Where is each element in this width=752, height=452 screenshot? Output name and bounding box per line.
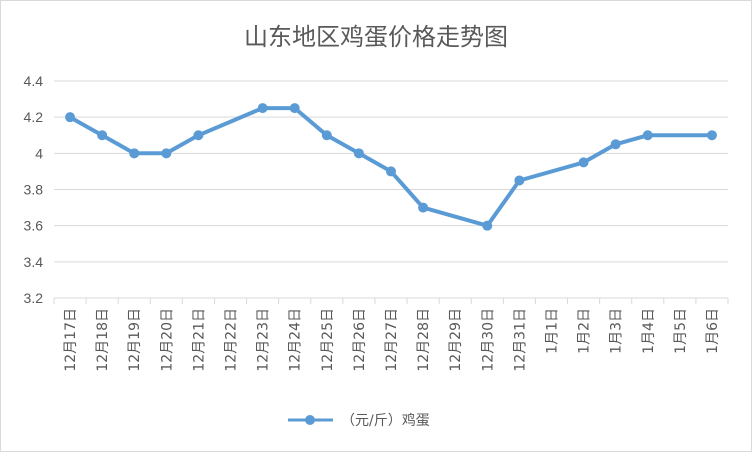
data-point xyxy=(514,175,525,186)
x-tick-label: 12月28日 xyxy=(416,308,432,372)
x-tick-label: 12月20日 xyxy=(159,308,175,372)
gridlines xyxy=(54,80,728,299)
data-point xyxy=(642,130,653,141)
chart-title: 山东地区鸡蛋价格走势图 xyxy=(244,23,508,51)
x-tick-label: 12月26日 xyxy=(352,308,368,372)
data-point xyxy=(353,148,364,159)
data-point xyxy=(418,202,429,213)
data-point xyxy=(321,130,332,141)
x-tick-label: 12月19日 xyxy=(127,308,143,372)
data-point xyxy=(257,103,268,114)
data-point xyxy=(97,130,108,141)
x-tick-label: 1月3日 xyxy=(609,308,625,354)
data-point xyxy=(482,220,493,231)
legend-series-name: （元/斤）鸡蛋 xyxy=(341,412,430,429)
y-axis: 3.2 3.4 3.6 3.8 4 4.2 4.4 xyxy=(24,73,44,306)
x-tick-label: 12月27日 xyxy=(384,308,400,372)
x-tick-label: 1月6日 xyxy=(705,308,721,354)
x-axis: 12月17日 12月18日 12月19日 12月20日 12月21日 12月22日 12月2… xyxy=(53,298,729,372)
y-tick-label: 3.8 xyxy=(24,182,44,198)
x-tick-label: 12月21日 xyxy=(191,308,207,372)
y-tick-label: 3.2 xyxy=(24,290,44,306)
x-tick-label: 12月24日 xyxy=(288,308,304,372)
x-tick-label: 12月17日 xyxy=(63,308,79,372)
x-tick-label: 12月23日 xyxy=(256,308,272,372)
legend: （元/斤）鸡蛋 xyxy=(288,412,430,429)
y-tick-label: 4 xyxy=(35,145,43,161)
data-point xyxy=(706,130,717,141)
data-point xyxy=(129,148,140,159)
data-point xyxy=(610,139,621,150)
series-layer xyxy=(65,103,717,231)
x-tick-label: 1月5日 xyxy=(673,308,689,354)
y-tick-label: 4.4 xyxy=(24,73,44,89)
data-point xyxy=(193,130,204,141)
x-tick-label: 1月2日 xyxy=(577,308,593,354)
y-tick-label: 4.2 xyxy=(24,109,44,125)
data-point xyxy=(289,103,300,114)
x-tick-label: 12月25日 xyxy=(320,308,336,372)
x-tick-label: 12月29日 xyxy=(448,308,464,372)
data-point xyxy=(65,112,76,123)
y-tick-label: 3.6 xyxy=(24,218,44,234)
x-tick-label: 12月22日 xyxy=(224,308,240,372)
legend-point-marker xyxy=(305,415,315,425)
x-tick-label: 12月18日 xyxy=(95,308,111,372)
x-tick-label: 12月30日 xyxy=(480,308,496,372)
data-point xyxy=(161,148,172,159)
data-point xyxy=(386,166,396,177)
y-tick-label: 3.4 xyxy=(24,254,44,270)
x-tick-label: 12月31日 xyxy=(512,308,528,372)
x-tick-label: 1月4日 xyxy=(641,308,657,354)
x-tick-label: 1月1日 xyxy=(544,308,560,354)
data-point xyxy=(578,157,589,168)
